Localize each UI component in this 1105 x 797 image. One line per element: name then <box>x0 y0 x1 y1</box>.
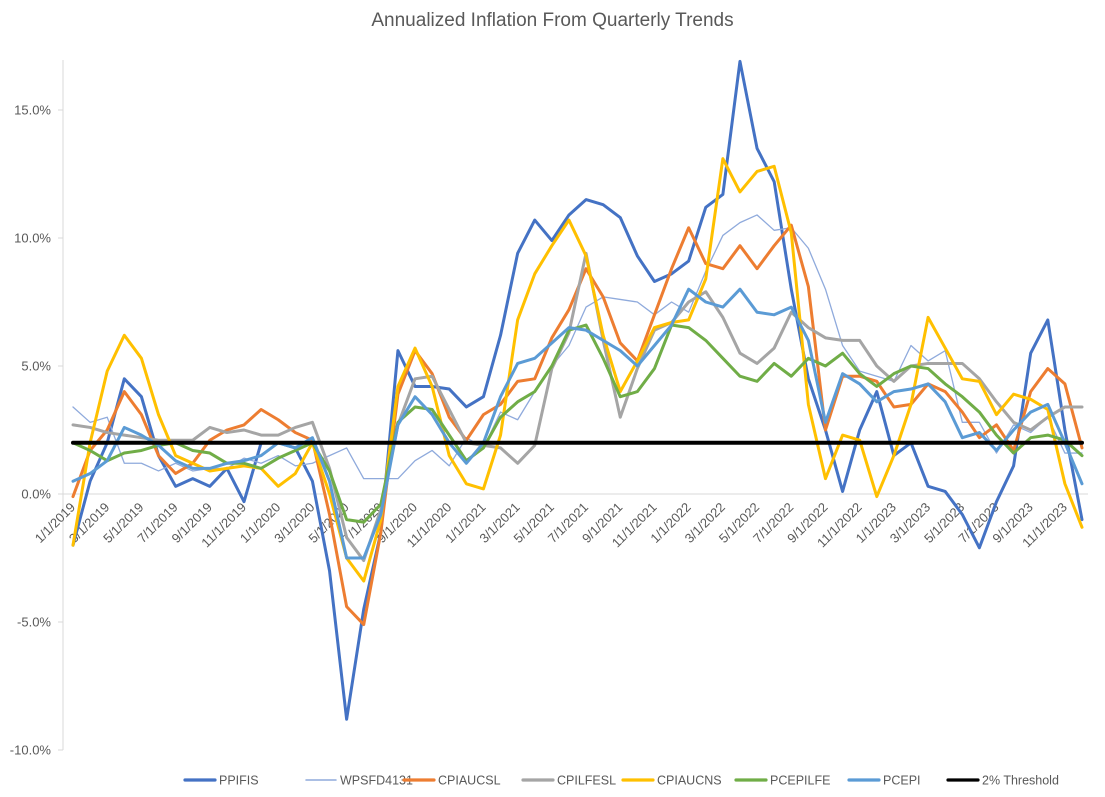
legend-label: 2% Threshold <box>982 774 1059 788</box>
series-line-ppifis <box>71 59 1084 721</box>
axes-layer: -10.0%-5.0%0.0%5.0%10.0%15.0%1/1/20193/1… <box>10 60 1088 758</box>
series-line-pcepilfe <box>71 323 1084 524</box>
y-tick-label: 5.0% <box>21 359 51 374</box>
y-tick-label: -5.0% <box>17 615 51 630</box>
legend-label: WPSFD4131 <box>340 774 413 788</box>
legend-entry: PCEPILFE <box>734 774 830 788</box>
legend-label: PPIFIS <box>219 774 259 788</box>
legend-label: PCEPILFE <box>770 774 830 788</box>
legend-label: CPILFESL <box>557 774 616 788</box>
legend-entry: PPIFIS <box>183 774 259 788</box>
y-tick-label: 15.0% <box>14 103 51 118</box>
y-tick-label: -10.0% <box>10 743 52 758</box>
legend-entry: PCEPI <box>847 774 921 788</box>
legend-entry: CPIAUCSL <box>402 774 501 788</box>
legend-entry: WPSFD4131 <box>305 774 413 788</box>
legend-layer: PPIFIS WPSFD4131 CPIAUCSL CPILFESL CPIAUCNS P… <box>183 774 1059 788</box>
legend-label: CPIAUCSL <box>438 774 501 788</box>
legend-entry: CPIAUCNS <box>621 774 722 788</box>
chart-title: Annualized Inflation From Quarterly Tren… <box>371 10 734 31</box>
series-line-pcepi <box>71 287 1084 560</box>
y-tick-label: 10.0% <box>14 231 51 246</box>
y-tick-label: 0.0% <box>21 487 51 502</box>
series-line-cpiaucns <box>71 157 1084 583</box>
series-line-wpsfd4131 <box>72 214 1083 480</box>
series-layer <box>71 59 1084 721</box>
legend-entry: 2% Threshold <box>946 774 1059 788</box>
legend-label: CPIAUCNS <box>657 774 722 788</box>
legend-entry: CPILFESL <box>521 774 616 788</box>
legend-label: PCEPI <box>883 774 921 788</box>
series-line-cpiaucsl <box>71 223 1084 627</box>
